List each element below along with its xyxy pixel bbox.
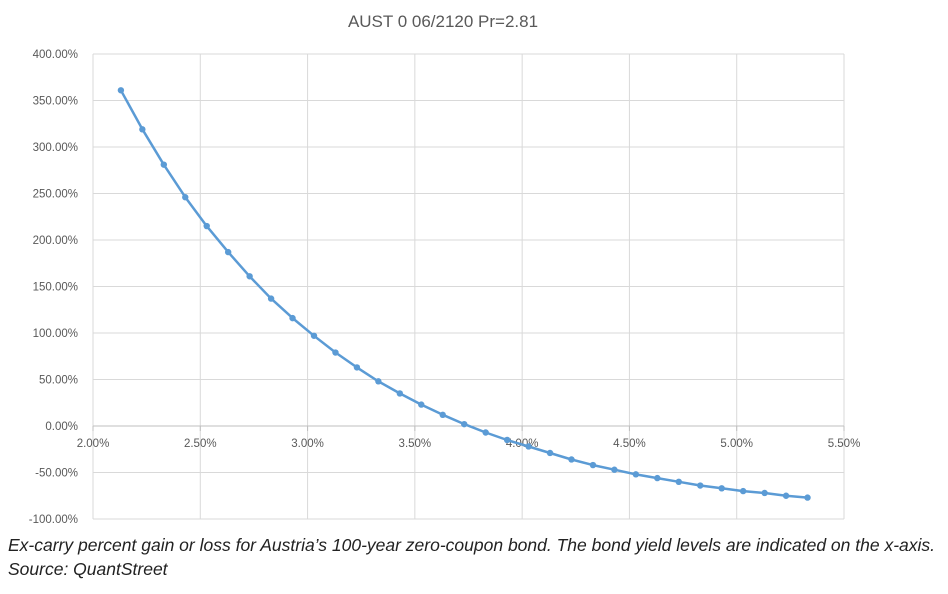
y-tick-label: 100.00% (33, 328, 78, 340)
x-tick-label: 2.50% (184, 438, 217, 450)
data-point (117, 87, 125, 94)
data-point (503, 436, 511, 444)
data-point (182, 194, 189, 201)
x-tick-label: 5.50% (828, 438, 861, 450)
data-point (289, 314, 296, 322)
y-tick-label: 350.00% (33, 96, 78, 108)
data-point (675, 478, 682, 485)
y-tick-label: 150.00% (33, 282, 78, 294)
series-layer (117, 87, 811, 501)
data-point (396, 390, 404, 397)
data-point (761, 489, 768, 497)
y-tick-label: 400.00% (33, 49, 78, 61)
grid-lines (92, 53, 845, 520)
data-point (525, 443, 532, 450)
x-tick-label: 5.00% (720, 438, 753, 450)
data-point (739, 487, 747, 495)
data-point (139, 126, 146, 133)
data-point (160, 161, 168, 168)
data-point (461, 420, 468, 428)
data-point (589, 461, 597, 469)
data-point (804, 494, 811, 501)
data-point (632, 471, 640, 478)
data-point (203, 222, 210, 230)
data-point (267, 295, 275, 302)
data-point (782, 492, 790, 499)
data-point (224, 248, 232, 256)
x-tick-label: 3.00% (291, 438, 324, 450)
data-point (375, 378, 382, 385)
series-line (119, 89, 809, 499)
x-tick-labels: 2.00% 2.50% 3.00% 3.50% 4.00% 4.50% 5.00% 5.50% (77, 438, 861, 450)
data-point (310, 332, 318, 339)
y-tick-label: 250.00% (33, 189, 78, 201)
y-tick-label: -50.00% (35, 468, 78, 480)
y-tick-labels: 400.00% 350.00% 300.00% 250.00% 200.00% 150.0… (29, 49, 78, 526)
yield-gain-loss-chart: AUST 0 06/2120 Pr=2.81 400.00% 350.00% 300… (29, 12, 861, 526)
data-point (246, 273, 253, 280)
y-tick-label: -100.00% (29, 514, 78, 526)
data-point (568, 456, 575, 463)
data-point (418, 401, 425, 408)
x-tick-label: 3.50% (399, 438, 432, 450)
y-tick-label: 50.00% (39, 375, 78, 387)
x-tick-label: 2.00% (77, 438, 110, 450)
data-point (332, 349, 339, 356)
data-point (482, 429, 489, 436)
figure-caption: Ex-carry percent gain or loss for Austri… (8, 535, 936, 579)
data-point (546, 449, 554, 457)
chart-title: AUST 0 06/2120 Pr=2.81 (348, 12, 538, 31)
data-point (611, 466, 618, 473)
y-tick-label: 0.00% (45, 421, 78, 433)
data-point (697, 482, 704, 489)
data-point (654, 474, 661, 482)
data-point (718, 485, 725, 492)
data-point (353, 364, 361, 371)
x-tick-label: 4.50% (613, 438, 646, 450)
y-tick-label: 200.00% (33, 235, 78, 247)
data-point (439, 411, 446, 419)
y-tick-label: 300.00% (33, 142, 78, 154)
